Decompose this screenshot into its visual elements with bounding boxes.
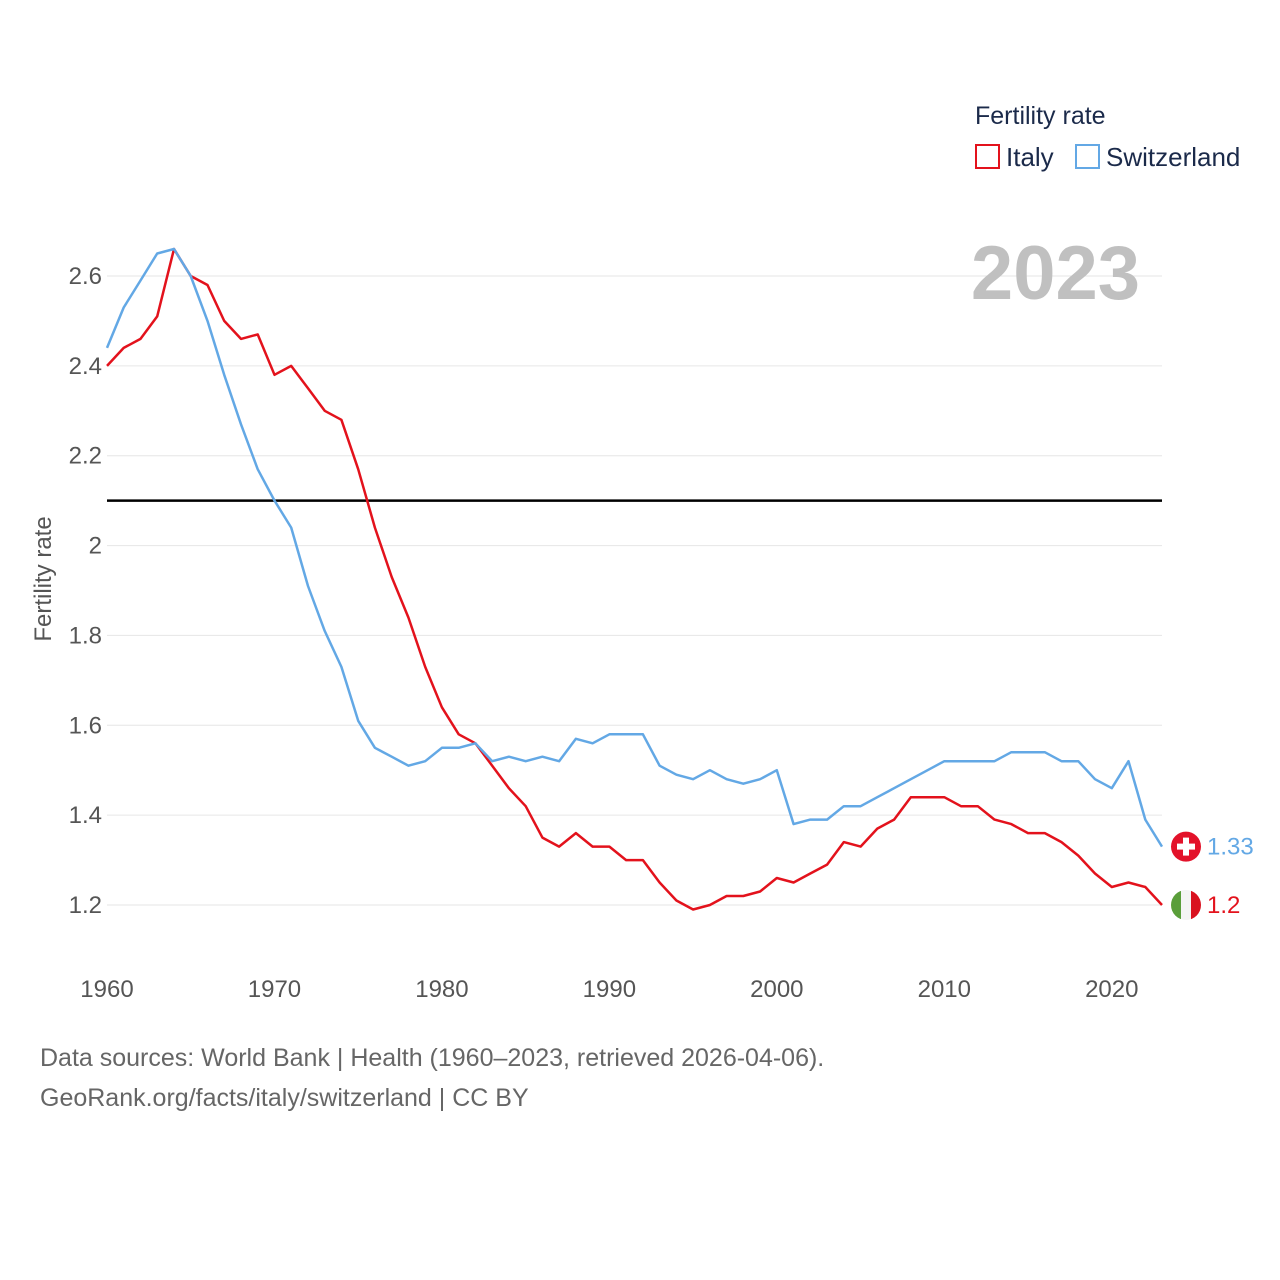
gridlines <box>107 275 1162 906</box>
series-line-italy <box>106 247 1163 911</box>
x-tick-label: 2000 <box>750 976 803 1003</box>
y-tick-label: 1.4 <box>69 802 102 829</box>
y-tick-label: 2 <box>89 533 102 560</box>
year-label: 2023 <box>971 231 1140 316</box>
x-tick-label: 1960 <box>80 976 133 1003</box>
italy-end-value: 1.2 <box>1207 892 1240 919</box>
x-axis-ticks: 1960 1970 1980 1990 2000 2010 2020 <box>80 976 1138 1003</box>
switzerland-end-value: 1.33 <box>1207 834 1254 861</box>
legend-title: Fertility rate <box>975 102 1106 130</box>
y-tick-label: 2.2 <box>69 443 102 470</box>
y-tick-label: 2.4 <box>69 353 102 380</box>
x-tick-label: 1970 <box>248 976 301 1003</box>
legend-item-switzerland[interactable]: Switzerland <box>1075 142 1240 172</box>
fertility-rate-line-chart: 1.2 1.4 1.6 1.8 2 2.2 2.4 2.6 1960 1970 1980 1990 2… <box>30 102 1254 1003</box>
legend: Fertility rate Italy Switzerland <box>975 102 1240 172</box>
legend-label-italy: Italy <box>1006 142 1054 172</box>
x-tick-label: 1990 <box>583 976 636 1003</box>
legend-label-switzerland: Switzerland <box>1106 142 1240 172</box>
y-axis-ticks: 1.2 1.4 1.6 1.8 2 2.2 2.4 2.6 <box>69 263 102 919</box>
y-tick-label: 1.6 <box>69 712 102 739</box>
y-axis-label: Fertility rate <box>30 516 57 641</box>
series-line-switzerland <box>105 247 1164 848</box>
legend-swatch-switzerland <box>1075 144 1100 169</box>
credit-line: GeoRank.org/facts/italy/switzerland | CC… <box>40 1084 529 1112</box>
y-tick-label: 1.2 <box>69 892 102 919</box>
series-lines <box>105 247 1164 911</box>
legend-swatch-italy <box>975 144 1000 169</box>
x-tick-label: 2010 <box>918 976 971 1003</box>
italy-flag-icon <box>1171 890 1201 920</box>
switzerland-flag-icon <box>1171 831 1201 862</box>
y-tick-label: 1.8 <box>69 622 102 649</box>
x-tick-label: 2020 <box>1085 976 1138 1003</box>
x-tick-label: 1980 <box>415 976 468 1003</box>
data-sources-note: Data sources: World Bank | Health (1960–… <box>40 1044 825 1072</box>
y-tick-label: 2.6 <box>69 263 102 290</box>
legend-item-italy[interactable]: Italy <box>975 142 1054 172</box>
